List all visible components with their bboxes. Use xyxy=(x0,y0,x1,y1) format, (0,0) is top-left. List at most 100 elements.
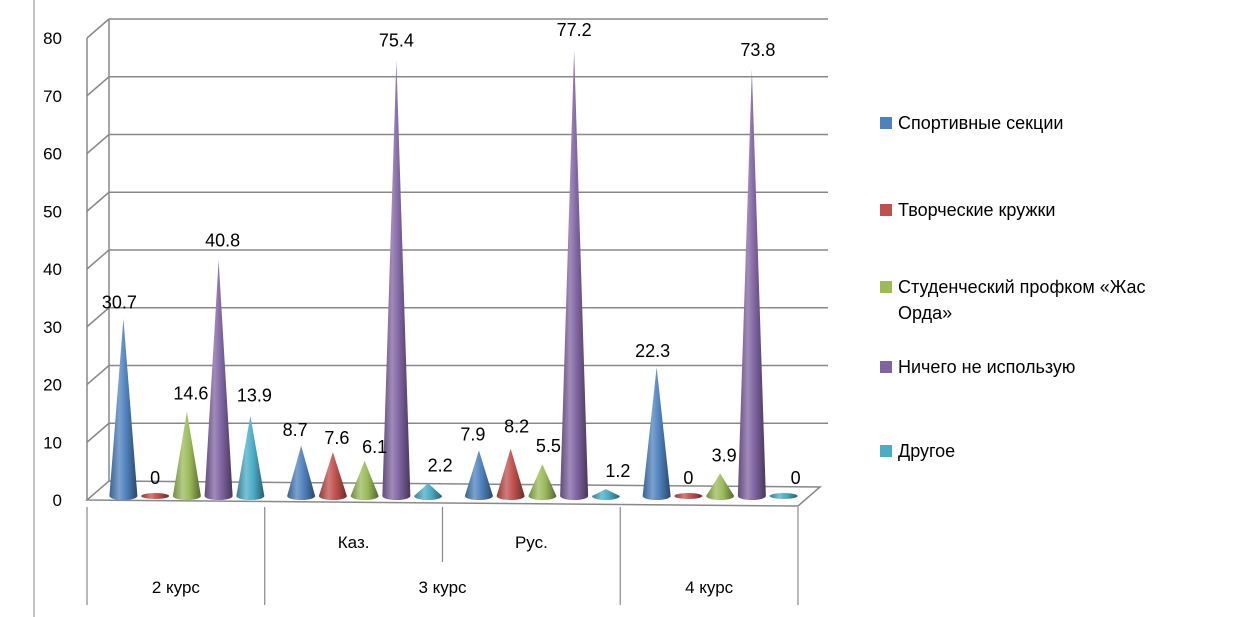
cone-0-1 xyxy=(141,493,170,499)
data-label: 5.5 xyxy=(536,436,561,456)
cone-1-1 xyxy=(318,452,347,500)
y-tick-label: 60 xyxy=(43,145,62,164)
gridline-diag xyxy=(86,364,110,386)
cone-body xyxy=(350,460,379,500)
legend-swatch xyxy=(880,361,892,373)
data-label: 3.9 xyxy=(712,445,737,465)
legend-item-union: Студенческий профком «Жас Орда» xyxy=(880,274,1148,326)
data-label: 77.2 xyxy=(557,20,592,40)
y-tick-label: 50 xyxy=(43,202,62,221)
cone-1-0 xyxy=(287,445,316,500)
legend-item-nothing: Ничего не использую xyxy=(880,354,1148,380)
cone-2-0 xyxy=(464,450,493,500)
cone-3-0 xyxy=(642,367,671,500)
cone-body xyxy=(737,69,766,501)
cone-2-1 xyxy=(496,448,525,500)
y-tick-label: 80 xyxy=(43,29,62,48)
gridline-diag xyxy=(86,76,110,97)
cone-0-2 xyxy=(172,411,201,500)
data-label: 0 xyxy=(683,468,693,488)
cone-body xyxy=(496,448,525,500)
data-label: 8.2 xyxy=(504,417,529,437)
cone-base xyxy=(769,493,798,499)
cone-body xyxy=(109,318,138,500)
cone-1-3 xyxy=(382,60,411,500)
y-axis: 0 10 20 30 40 50 60 70 80 xyxy=(43,29,62,510)
gridline-diag xyxy=(86,133,110,155)
subcategory-label: Каз. xyxy=(338,533,370,552)
data-label: 2.2 xyxy=(428,455,453,475)
floor xyxy=(85,480,822,507)
cone-0-4 xyxy=(236,415,265,500)
cone-body xyxy=(642,367,671,500)
cone-body xyxy=(236,415,265,500)
cone-body xyxy=(560,50,589,501)
cone-body xyxy=(287,445,316,500)
data-label: 22.3 xyxy=(635,341,670,361)
gridline-diag xyxy=(86,422,110,443)
group-label: 3 курс xyxy=(418,578,467,597)
subcategory-label: Рус. xyxy=(515,533,548,552)
legend-item-other: Другое xyxy=(880,438,1148,464)
gridline-diag xyxy=(86,307,110,328)
cone-body xyxy=(706,473,735,500)
cone-body xyxy=(318,452,347,500)
group-label: 4 курс xyxy=(685,578,734,597)
data-label: 6.1 xyxy=(362,437,387,457)
cone-2-4 xyxy=(591,489,620,500)
cone-body xyxy=(464,450,493,500)
cone-base xyxy=(674,493,703,499)
gridline-diag xyxy=(86,249,110,270)
gridline-diag xyxy=(86,191,110,212)
y-tick-label: 0 xyxy=(53,491,62,510)
data-label: 0 xyxy=(150,468,160,488)
legend-swatch xyxy=(880,117,892,129)
data-label: 75.4 xyxy=(379,31,414,51)
legend-label: Другое xyxy=(898,441,956,461)
legend-swatch xyxy=(880,445,892,457)
data-label: 8.7 xyxy=(283,420,308,440)
cone-body xyxy=(172,411,201,500)
legend-label: Творческие кружки xyxy=(898,200,1056,220)
group-label: 2 курс xyxy=(152,578,201,597)
cone-2-2 xyxy=(528,464,557,500)
legend-swatch xyxy=(880,204,892,216)
legend-swatch xyxy=(880,281,892,293)
cone-body xyxy=(528,464,557,500)
data-labels: 30.7 0 14.6 40.8 13.9 8.7 7.6 6.1 75.4 2.2 7.9 8.2 5… xyxy=(102,20,801,488)
cone-3-3 xyxy=(737,69,766,501)
cone-base xyxy=(141,493,170,499)
y-tick-label: 40 xyxy=(43,260,62,279)
y-tick-label: 10 xyxy=(43,433,62,452)
data-label: 73.8 xyxy=(740,40,775,60)
legend-item-creative: Творческие кружки xyxy=(880,197,1148,223)
cone-2-3 xyxy=(560,50,589,501)
cone-body xyxy=(591,489,620,500)
legend-label: Спортивные секции xyxy=(898,113,1064,133)
cone-0-3 xyxy=(204,260,233,500)
data-label: 40.8 xyxy=(205,230,240,250)
y-tick-label: 30 xyxy=(43,318,62,337)
legend-item-sport: Спортивные секции xyxy=(880,110,1148,136)
cone-body xyxy=(414,483,443,500)
cone-0-0 xyxy=(109,318,138,500)
data-label: 7.6 xyxy=(324,428,349,448)
data-label: 14.6 xyxy=(173,384,208,404)
legend-label: Ничего не использую xyxy=(898,357,1076,377)
cone-3-4 xyxy=(769,493,798,499)
category-axis: 2 курс Каз. Рус. 3 курс 4 курс xyxy=(86,507,799,605)
cone-3-1 xyxy=(674,493,703,499)
y-tick-label: 70 xyxy=(43,87,62,106)
cone-1-2 xyxy=(350,460,379,500)
cone-1-4 xyxy=(414,483,443,500)
gridlines xyxy=(86,18,828,443)
y-tick-label: 20 xyxy=(43,376,62,395)
cone-3-2 xyxy=(706,473,735,500)
legend-label: Студенческий профком «Жас Орда» xyxy=(898,277,1146,323)
data-label: 0 xyxy=(791,468,801,488)
cone-body xyxy=(204,260,233,500)
data-label: 30.7 xyxy=(102,293,137,313)
cone-body xyxy=(382,60,411,500)
data-label: 1.2 xyxy=(605,461,630,481)
